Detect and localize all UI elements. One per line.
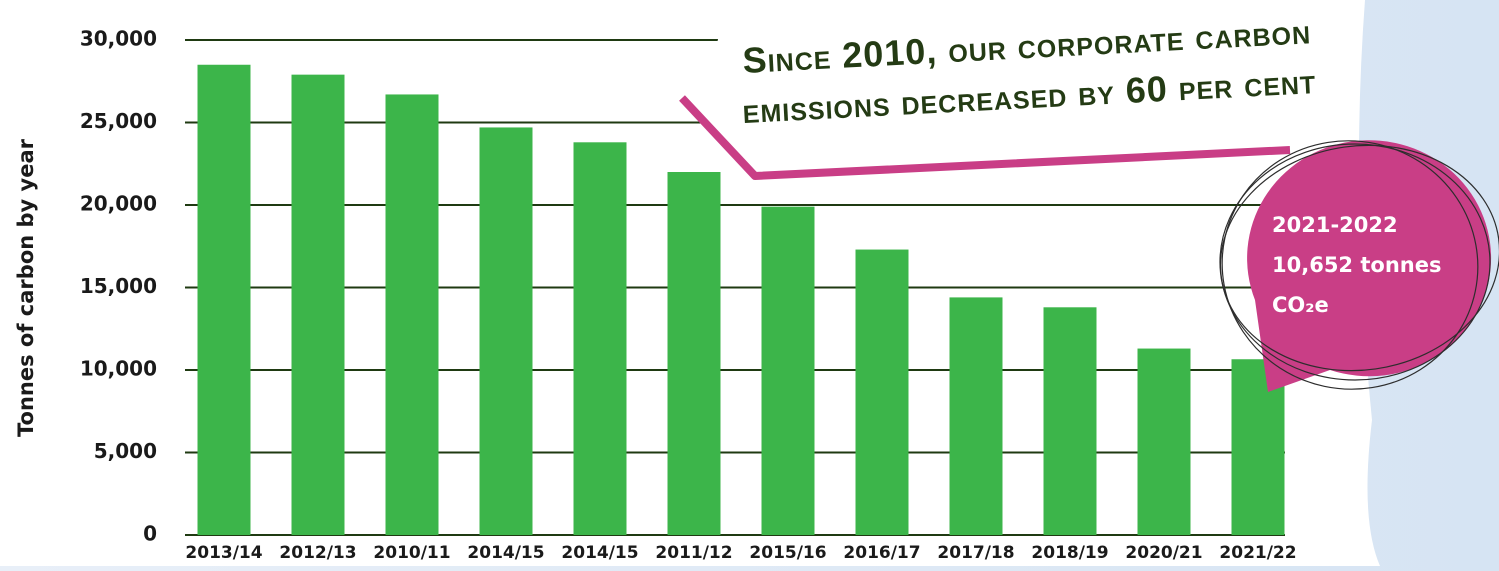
bar: [856, 250, 909, 535]
bar: [198, 65, 251, 535]
bar: [480, 127, 533, 535]
x-tick-label: 2018/19: [1031, 543, 1108, 563]
x-tick-label: 2010/11: [373, 543, 450, 563]
y-tick-label: 10,000: [80, 357, 157, 381]
bar: [574, 142, 627, 535]
bar: [950, 297, 1003, 535]
x-tick-label: 2015/16: [749, 543, 826, 563]
x-tick-label: 2014/15: [561, 543, 638, 563]
bar: [386, 94, 439, 535]
bar: [1138, 349, 1191, 535]
y-tick-label: 15,000: [80, 274, 157, 298]
x-tick-label: 2016/17: [843, 543, 920, 563]
callout-line: CO₂e: [1272, 293, 1329, 317]
x-tick-label: 2021/22: [1219, 543, 1296, 563]
bar: [668, 172, 721, 535]
x-tick-label: 2013/14: [185, 543, 262, 563]
callout-line: 10,652 tonnes: [1272, 253, 1441, 277]
y-tick-label: 5,000: [94, 439, 157, 463]
y-tick-label: 20,000: [80, 192, 157, 216]
x-tick-label: 2020/21: [1125, 543, 1202, 563]
chart: Tonnes of carbon by year Since 2010, our…: [0, 0, 1499, 566]
x-tick-label: 2014/15: [467, 543, 544, 563]
headline-bubble: Since 2010, our corporate carbon emissio…: [682, 0, 1355, 176]
y-tick-label: 25,000: [80, 109, 157, 133]
y-tick-label: 30,000: [80, 27, 157, 51]
bar: [762, 207, 815, 535]
y-tick-label: 0: [143, 522, 157, 546]
bar: [1044, 307, 1097, 535]
x-tick-label: 2017/18: [937, 543, 1014, 563]
bar: [292, 75, 345, 535]
callout-line: 2021-2022: [1272, 213, 1398, 237]
x-tick-label: 2011/12: [655, 543, 732, 563]
x-tick-label: 2012/13: [279, 543, 356, 563]
y-axis-title: Tonnes of carbon by year: [14, 138, 38, 437]
